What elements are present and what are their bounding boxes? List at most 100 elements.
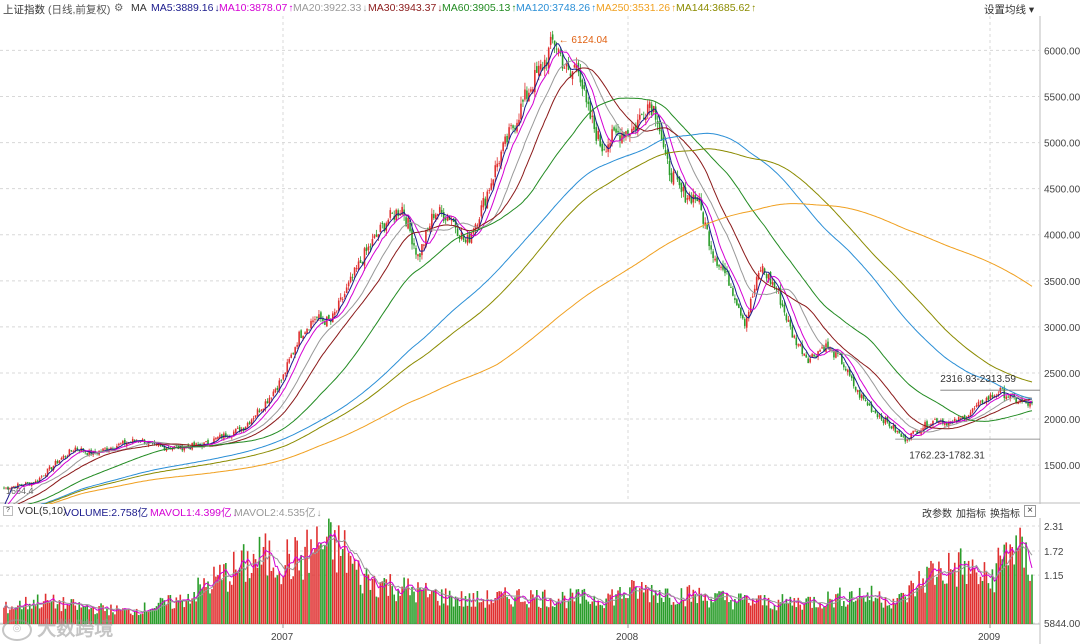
volume-bar	[526, 604, 528, 624]
change-params-button[interactable]: 改参数	[922, 509, 952, 520]
volume-bar	[159, 597, 162, 624]
candle-body	[829, 347, 831, 350]
volume-bar	[472, 593, 475, 624]
ma-settings-button[interactable]: 设置均线 ▾	[984, 4, 1035, 16]
volume-bar	[684, 606, 687, 624]
volume-bar	[910, 580, 912, 624]
volume-bar	[668, 597, 671, 624]
volume-bar	[736, 602, 738, 624]
candle-body	[601, 143, 603, 152]
candle-body	[852, 376, 855, 387]
candle-body	[791, 326, 794, 338]
close-indicator-button[interactable]: ×	[1024, 505, 1036, 517]
candle-body	[549, 36, 552, 45]
candle-body	[948, 422, 950, 426]
volume-bar	[803, 603, 806, 624]
candle-body	[320, 312, 322, 320]
candle-body	[993, 395, 996, 397]
volume-bar	[256, 567, 259, 624]
volume-bar	[44, 593, 47, 624]
volume-bar	[264, 533, 267, 624]
volume-bar	[258, 536, 261, 624]
candle-body	[712, 251, 714, 258]
candle-body	[68, 449, 71, 457]
volume-bar	[371, 578, 374, 624]
candle-body	[1013, 393, 1015, 398]
volume-bar	[963, 560, 966, 624]
candle-body	[666, 151, 669, 159]
candle-body	[722, 264, 724, 270]
volume-bar	[442, 603, 445, 624]
volume-bar	[599, 604, 602, 624]
volume-bar	[474, 606, 477, 624]
volume-bar	[547, 607, 550, 624]
volume-bar	[615, 594, 617, 624]
candle-body	[70, 450, 73, 452]
candle-body	[120, 443, 122, 445]
candle-body	[476, 225, 479, 227]
candle-body	[611, 129, 613, 144]
candle-body	[306, 328, 308, 334]
volume-bar	[720, 591, 722, 624]
candle-body	[359, 260, 362, 263]
candle-body	[454, 219, 457, 229]
volume-bar	[15, 607, 17, 624]
candle-body	[837, 352, 839, 354]
volume-bar	[440, 589, 443, 624]
candle-body	[627, 130, 629, 134]
volume-bar	[672, 602, 675, 624]
candle-body	[543, 59, 546, 69]
candle-body	[56, 460, 59, 464]
volume-bar	[133, 611, 136, 624]
volume-bar	[54, 608, 57, 624]
candle-body	[500, 151, 502, 166]
candle-body	[288, 359, 291, 363]
volume-bar	[708, 607, 710, 624]
switch-indicator-button[interactable]: 换指标	[990, 509, 1020, 520]
volume-bar	[528, 607, 530, 624]
candle-body	[145, 443, 148, 445]
candle-body	[629, 134, 631, 137]
volume-bar	[662, 602, 665, 624]
volume-bar	[866, 592, 869, 624]
candle-body	[225, 433, 227, 438]
candle-body	[597, 130, 600, 139]
ma250-value: MA250:3531.26↑	[596, 2, 677, 14]
ma20-line	[12, 59, 1033, 504]
volume-bar	[13, 609, 15, 624]
price-chart[interactable]: 6000.00 5500.00 5000.00 4500.00 4000.00 3500.…	[0, 16, 1080, 504]
candle-body	[700, 198, 703, 210]
volume-bar	[304, 546, 306, 624]
candle-body	[129, 441, 132, 443]
volume-bar	[878, 591, 881, 624]
candle-body	[619, 135, 621, 142]
candle-body	[910, 433, 912, 440]
volume-bar	[205, 587, 207, 624]
volume-chart[interactable]: 2.31 1.72 1.15 5844.00 2007 2008 2009	[0, 518, 1080, 644]
candle-body	[207, 439, 209, 445]
candle-body	[664, 149, 667, 154]
candle-body	[157, 445, 160, 447]
candle-body	[298, 331, 300, 347]
volume-bar	[704, 593, 706, 624]
candle-body	[472, 231, 475, 234]
candle-body	[734, 298, 736, 301]
volume-panel-menu-icon[interactable]: ?	[3, 506, 13, 516]
volume-bar	[155, 606, 158, 624]
volume-bar	[728, 602, 730, 624]
gear-icon[interactable]: ⚙	[114, 2, 124, 14]
candle-body	[458, 236, 461, 239]
volume-bar	[567, 601, 570, 624]
volume-bar	[23, 606, 25, 624]
add-indicator-button[interactable]: 加指标	[956, 509, 986, 520]
candle-body	[688, 193, 691, 200]
candle-body	[423, 244, 425, 246]
candle-body	[561, 54, 564, 69]
volume-bar	[139, 614, 142, 624]
candle-body	[379, 224, 382, 233]
candle-body	[72, 451, 75, 452]
candle-body	[234, 428, 237, 433]
candle-body	[724, 267, 726, 274]
candle-body	[270, 397, 273, 399]
volume-bar	[664, 588, 667, 624]
